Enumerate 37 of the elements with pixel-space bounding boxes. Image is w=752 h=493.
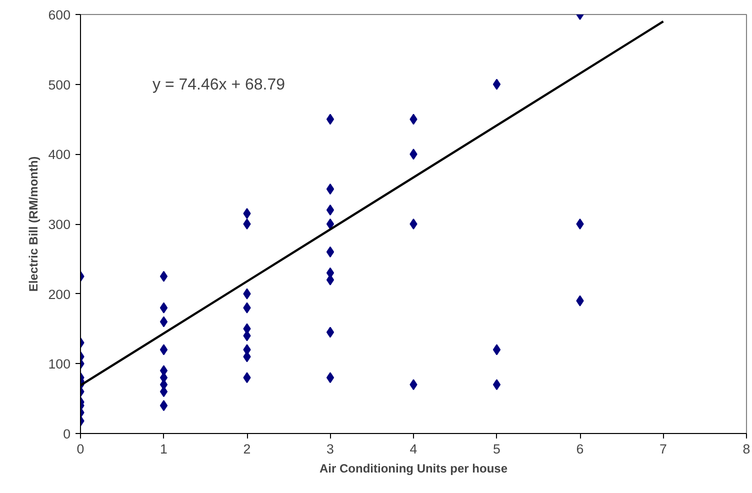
- x-tick-label: 3: [326, 442, 334, 456]
- y-tick-label: 0: [63, 426, 71, 442]
- point: [160, 344, 168, 356]
- point: [160, 316, 168, 328]
- point: [160, 400, 168, 412]
- point: [326, 246, 334, 258]
- x-tick-label: 1: [160, 442, 168, 456]
- x-tick-label: 5: [493, 442, 500, 456]
- x-tick-label: 2: [243, 442, 251, 456]
- x-tick-label: 0: [76, 442, 84, 456]
- point: [243, 218, 251, 230]
- point: [160, 270, 168, 282]
- x-tick-label: 4: [410, 442, 418, 456]
- point: [492, 78, 501, 90]
- point: [326, 372, 334, 384]
- x-tick-label: 7: [660, 442, 667, 456]
- point: [326, 184, 334, 195]
- y-tick-label: 300: [48, 217, 71, 232]
- point: [326, 218, 334, 230]
- point: [576, 218, 584, 230]
- point: [410, 218, 418, 230]
- point: [326, 326, 334, 338]
- x-tick-label: 8: [742, 442, 750, 456]
- y-tick-label: 100: [48, 356, 71, 372]
- y-tick-label: 200: [48, 286, 71, 302]
- point: [492, 379, 501, 390]
- point: [492, 344, 501, 356]
- y-axis-title: Electric Bill (RM/month): [26, 156, 40, 292]
- point: [326, 114, 334, 125]
- x-tick-label: 6: [576, 442, 584, 456]
- point: [160, 302, 168, 314]
- annotation: y = 74.46x + 68.79: [152, 76, 286, 94]
- x-axis-title: Air Conditioning Units per house: [320, 462, 508, 476]
- y-tick-label: 400: [48, 147, 71, 162]
- y-tick-label: 500: [48, 77, 71, 92]
- y-tick-label: 600: [48, 8, 71, 22]
- point: [326, 204, 334, 216]
